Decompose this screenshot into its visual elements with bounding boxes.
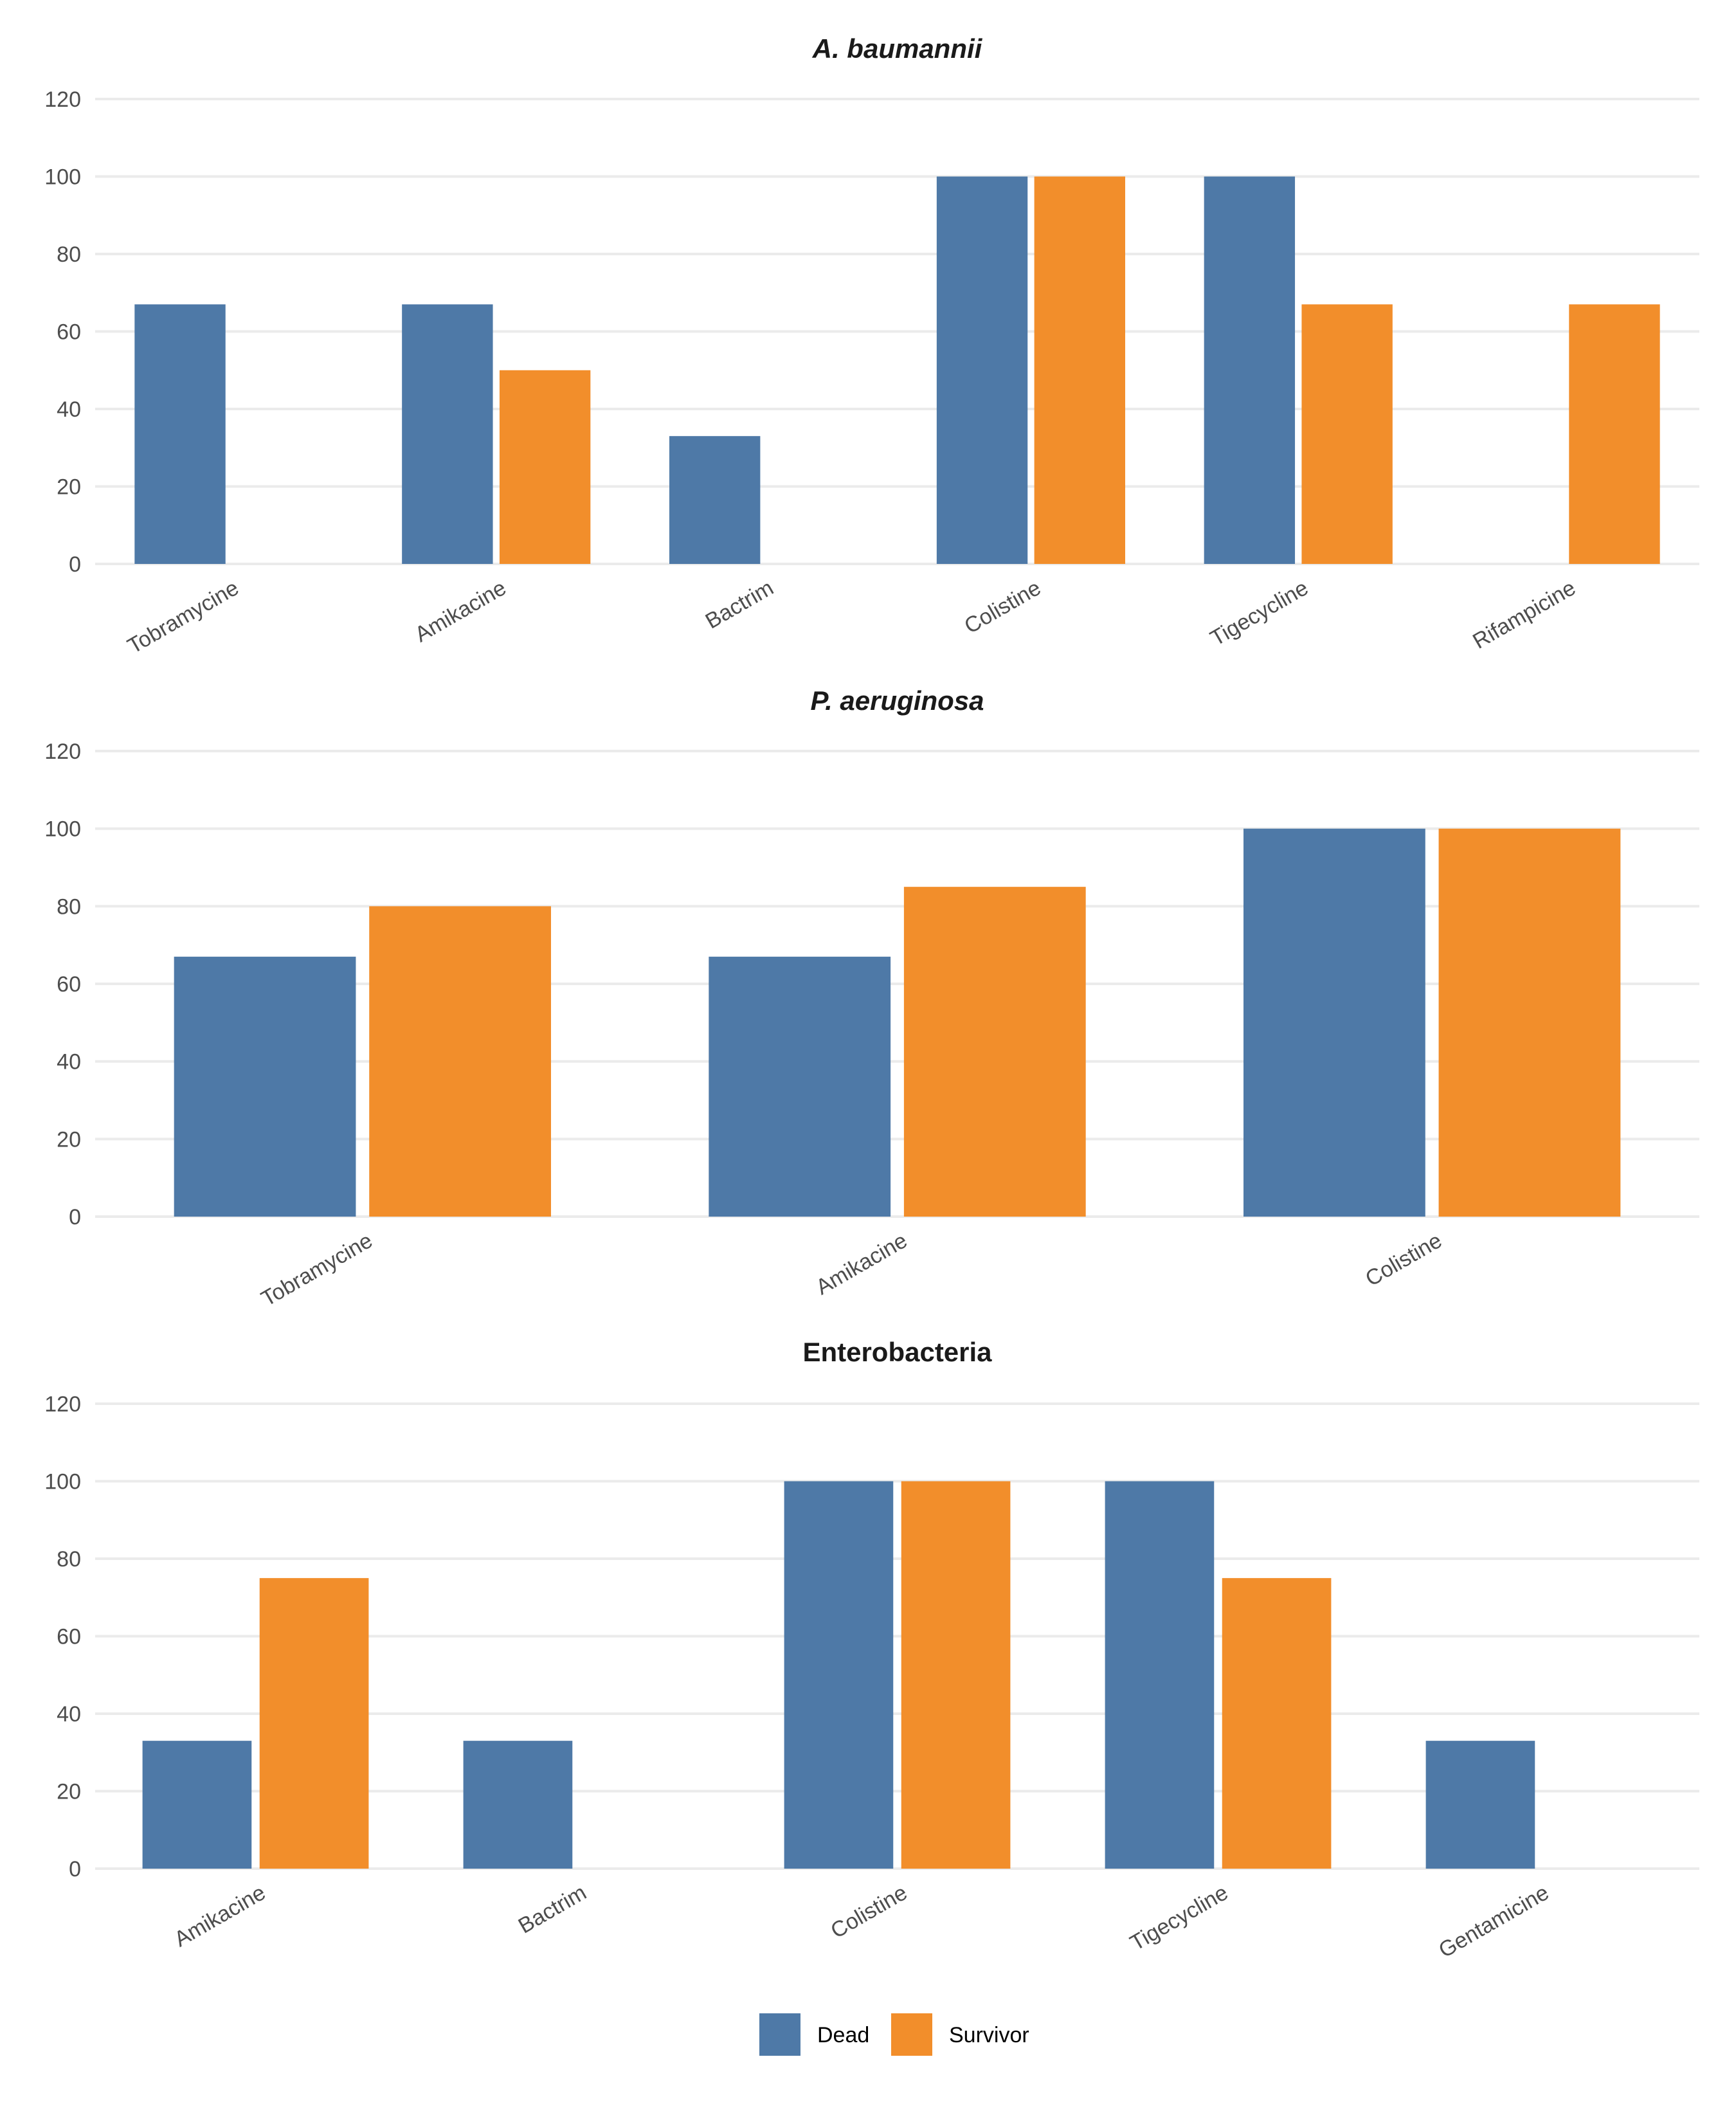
panel-title: A. baumannii	[812, 33, 983, 64]
bar-survivor	[499, 370, 591, 564]
x-tick-label: Gentamicine	[1434, 1880, 1553, 1963]
bar-dead	[669, 436, 761, 564]
legend-label: Survivor	[949, 2023, 1029, 2047]
bar-survivor	[259, 1578, 369, 1869]
y-tick-label: 40	[57, 1050, 81, 1075]
bar-dead	[134, 304, 226, 564]
bar-dead	[1204, 176, 1296, 564]
y-tick-label: 0	[69, 1857, 81, 1882]
x-tick-label: Amikacine	[812, 1228, 912, 1300]
bar-survivor	[901, 1481, 1011, 1869]
bar-survivor	[1301, 304, 1393, 564]
legend-swatch-survivor	[891, 2013, 932, 2056]
y-tick-label: 60	[57, 320, 81, 345]
x-tick-label: Amikacine	[411, 576, 511, 647]
y-tick-label: 100	[44, 1470, 81, 1494]
y-tick-label: 20	[57, 1127, 81, 1152]
y-tick-label: 20	[57, 1780, 81, 1804]
y-tick-label: 80	[57, 1547, 81, 1572]
x-tick-label: Amikacine	[170, 1880, 270, 1952]
x-tick-label: Colistine	[1361, 1228, 1446, 1291]
x-tick-label: Tigecycline	[1206, 576, 1312, 651]
y-tick-label: 120	[44, 1392, 81, 1417]
bar-survivor	[1438, 828, 1621, 1217]
bar-dead	[174, 956, 356, 1217]
y-tick-label: 80	[57, 894, 81, 919]
bar-dead	[936, 176, 1028, 564]
x-tick-label: Tobramycine	[123, 576, 243, 658]
y-tick-label: 100	[44, 817, 81, 842]
bar-dead	[142, 1741, 252, 1869]
bar-dead	[1243, 828, 1425, 1217]
bar-dead	[1105, 1481, 1215, 1869]
y-tick-label: 40	[57, 397, 81, 422]
legend-swatch-dead	[759, 2013, 800, 2056]
y-tick-label: 0	[69, 1205, 81, 1229]
bar-dead	[463, 1741, 573, 1869]
x-tick-label: Rifampicine	[1469, 576, 1580, 654]
panel-title: P. aeruginosa	[810, 685, 984, 716]
bar-dead	[1425, 1741, 1535, 1869]
bar-dead	[402, 304, 493, 564]
x-tick-label: Bactrim	[514, 1880, 591, 1939]
x-tick-label: Tobramycine	[257, 1228, 377, 1311]
x-tick-label: Colistine	[960, 576, 1045, 639]
y-tick-label: 20	[57, 475, 81, 500]
y-tick-label: 40	[57, 1702, 81, 1727]
y-tick-label: 60	[57, 1625, 81, 1649]
x-tick-label: Tigecycline	[1126, 1880, 1232, 1955]
bar-dead	[784, 1481, 894, 1869]
y-tick-label: 100	[44, 165, 81, 190]
y-tick-label: 60	[57, 972, 81, 997]
bar-survivor	[1222, 1578, 1332, 1869]
x-tick-label: Colistine	[827, 1880, 912, 1943]
bar-dead	[709, 956, 891, 1217]
x-tick-label: Bactrim	[701, 576, 778, 634]
legend-label: Dead	[817, 2023, 869, 2047]
bar-survivor	[369, 906, 551, 1217]
y-tick-label: 120	[44, 739, 81, 764]
bar-survivor	[1569, 304, 1660, 564]
bar-survivor	[1034, 176, 1125, 564]
bar-survivor	[903, 887, 1086, 1217]
y-tick-label: 0	[69, 552, 81, 577]
panel-title: Enterobacteria	[802, 1337, 992, 1367]
y-tick-label: 80	[57, 242, 81, 267]
y-tick-label: 120	[44, 87, 81, 112]
